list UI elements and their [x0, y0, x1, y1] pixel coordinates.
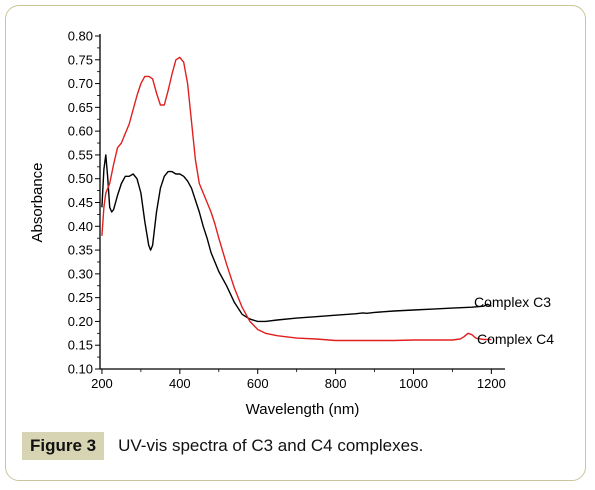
series-line-complex-c3 [101, 154, 492, 323]
figure-frame [5, 5, 586, 481]
y-tick-label: 0.55 [68, 147, 93, 162]
y-tick-label: 0.70 [68, 76, 93, 91]
y-tick-label: 0.50 [68, 171, 93, 186]
uv-vis-chart: 0.10 0.15 0.20 0.25 0.30 0.35 0.40 0.45 0.50 0.55… [29, 29, 554, 419]
x-tick-label: 400 [169, 376, 191, 391]
y-tick-label: 0.20 [68, 314, 93, 329]
x-tick-label: 200 [91, 376, 113, 391]
series-line-complex-c4 [101, 56, 492, 342]
chart-axes [95, 34, 505, 374]
x-tick-label: 600 [247, 376, 269, 391]
x-tick-label: 1200 [477, 376, 506, 391]
y-tick-label: 0.45 [68, 195, 93, 210]
figure-caption-text: UV-vis spectra of C3 and C4 complexes. [118, 436, 424, 455]
y-tick-label: 0.30 [68, 266, 93, 281]
y-tick-label: 0.15 [68, 338, 93, 353]
series-label: Complex C4 [477, 331, 554, 347]
y-tick-label: 0.60 [68, 124, 93, 139]
x-tick-label: 1000 [399, 376, 428, 391]
y-tick-label: 0.10 [68, 362, 93, 377]
figure-label: Figure 3 [22, 432, 105, 460]
series-label: Complex C3 [474, 294, 551, 310]
y-tick-label: 0.80 [68, 29, 93, 44]
y-tick-label: 0.40 [68, 219, 93, 234]
y-axis-label: Absorbance [29, 162, 46, 242]
y-tick-label: 0.35 [68, 243, 93, 258]
chart-series [101, 56, 492, 342]
y-tick-label: 0.25 [68, 290, 93, 305]
x-tick-label: 800 [325, 376, 347, 391]
figure-caption: Figure 3 UV-vis spectra of C3 and C4 com… [22, 431, 423, 461]
y-tick-label: 0.65 [68, 100, 93, 115]
y-tick-label: 0.75 [68, 52, 93, 67]
chart-labels: 0.10 0.15 0.20 0.25 0.30 0.35 0.40 0.45 0.50 0.55… [29, 29, 554, 419]
x-axis-label: Wavelength (nm) [246, 401, 360, 418]
